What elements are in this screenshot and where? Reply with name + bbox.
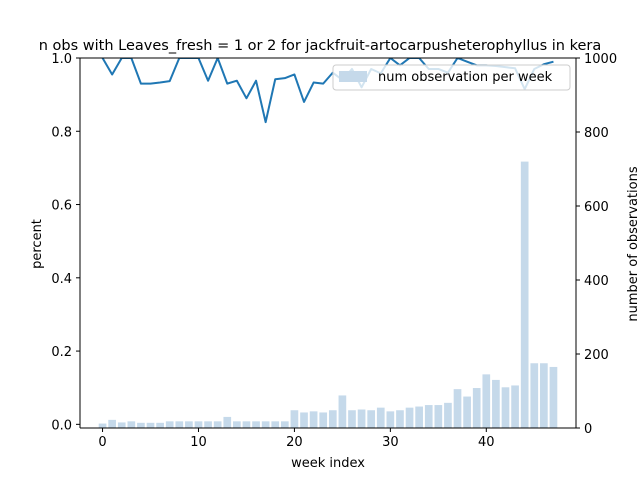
- y-left-tick-label: 0.6: [51, 199, 72, 214]
- bar-week-9: [185, 421, 193, 428]
- bar-week-40: [482, 374, 491, 428]
- bar-week-16: [252, 421, 260, 428]
- bar-week-36: [444, 402, 452, 428]
- bar-week-3: [127, 421, 136, 428]
- bar-week-29: [376, 407, 385, 428]
- bar-week-26: [348, 410, 356, 428]
- y-right-tick-label: 400: [584, 274, 609, 289]
- x-tick-label: 0: [98, 435, 106, 450]
- chart-title: n obs with Leaves_fresh = 1 or 2 for jac…: [39, 38, 602, 54]
- bar-week-35: [434, 405, 443, 428]
- bar-week-22: [309, 411, 318, 428]
- bar-week-23: [319, 412, 328, 428]
- bar-week-24: [328, 410, 337, 428]
- y-right-tick-label: 200: [584, 348, 609, 363]
- bar-week-10: [194, 421, 203, 428]
- bar-week-4: [137, 422, 145, 428]
- y-right-tick-label: 0: [584, 422, 592, 437]
- bar-week-38: [463, 396, 471, 428]
- y-left-tick-label: 0.4: [51, 272, 72, 287]
- bar-week-8: [175, 421, 184, 428]
- legend: num observation per week: [332, 64, 571, 91]
- bar-week-15: [242, 421, 251, 428]
- bar-week-7: [165, 421, 174, 428]
- bar-week-32: [405, 407, 414, 428]
- bar-week-18: [271, 421, 280, 428]
- bar-week-17: [261, 421, 270, 428]
- y-right-tick-label: 800: [584, 126, 609, 141]
- bar-week-45: [530, 363, 539, 428]
- y-left-tick-label: 1.0: [51, 52, 72, 67]
- y-right-tick-label: 600: [584, 200, 609, 215]
- bar-week-0: [98, 423, 107, 428]
- bar-week-27: [357, 409, 366, 428]
- bar-week-44: [520, 161, 529, 428]
- bar-week-12: [213, 421, 222, 428]
- legend-label: num observation per week: [378, 70, 553, 85]
- x-tick-label: 40: [478, 435, 495, 450]
- y-left-tick-label: 0.0: [51, 418, 72, 433]
- bar-week-5: [146, 422, 155, 428]
- bar-week-47: [549, 366, 558, 428]
- bar-week-13: [223, 416, 232, 428]
- x-axis-label: week index: [291, 456, 365, 471]
- bar-week-42: [501, 387, 510, 428]
- ticks-layer: 0 10 20 30 40 0.0 0.2 0.4 0.6 0.8 1.0 0 200 400 600 800…: [51, 52, 617, 450]
- bar-week-25: [338, 395, 347, 428]
- bar-week-39: [472, 388, 481, 428]
- y-left-tick-label: 0.8: [51, 125, 72, 140]
- bar-week-2: [117, 422, 126, 428]
- axes-layer: [79, 57, 577, 429]
- bar-week-14: [233, 421, 241, 428]
- x-tick-label: 10: [190, 435, 207, 450]
- y-axis-right-label: number of observations: [626, 166, 640, 321]
- bar-week-19: [280, 421, 289, 428]
- bar-week-31: [396, 410, 404, 428]
- bar-week-33: [415, 406, 423, 428]
- y-left-tick-label: 0.2: [51, 345, 72, 360]
- bar-week-30: [386, 411, 395, 428]
- bar-week-37: [453, 389, 462, 428]
- legend-bar-swatch: [339, 71, 367, 82]
- bar-week-21: [300, 412, 308, 428]
- bar-week-34: [424, 405, 433, 428]
- bars-layer: [98, 161, 558, 428]
- bar-week-28: [367, 410, 376, 428]
- y-right-tick-label: 1000: [584, 52, 617, 67]
- bar-week-11: [204, 421, 212, 428]
- bar-week-41: [492, 379, 500, 428]
- bar-week-46: [540, 363, 548, 428]
- x-tick-label: 20: [286, 435, 303, 450]
- bar-week-43: [511, 385, 519, 428]
- bar-week-1: [108, 419, 116, 428]
- legend-box: [332, 64, 571, 91]
- bar-week-6: [156, 422, 164, 428]
- y-axis-left-label: percent: [30, 219, 45, 269]
- bar-week-20: [290, 410, 299, 428]
- x-tick-label: 30: [382, 435, 399, 450]
